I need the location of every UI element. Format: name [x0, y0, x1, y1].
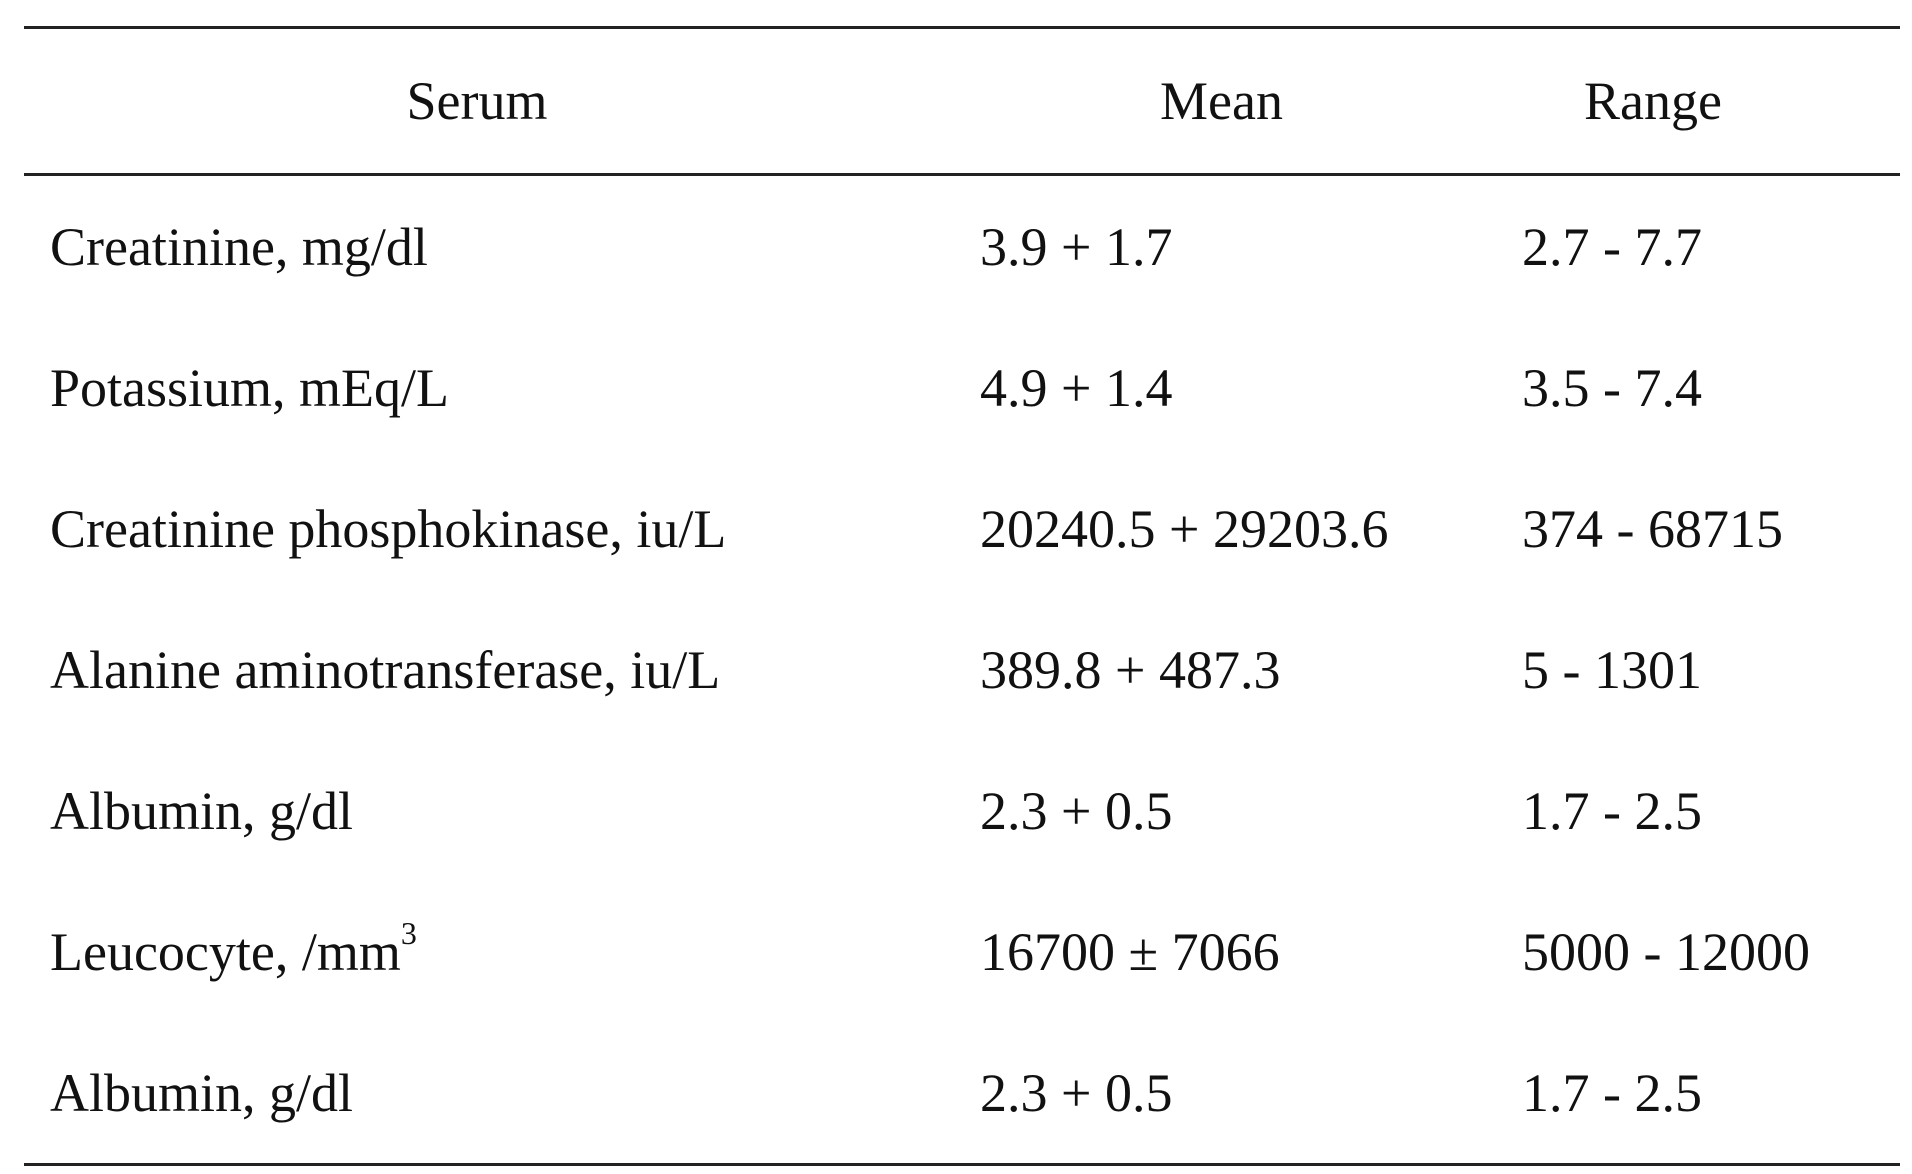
serum-label: Leucocyte, /mm	[50, 921, 401, 982]
serum-cell: Potassium, mEq/L	[24, 317, 930, 458]
table-header: Serum Mean Range	[24, 26, 1900, 176]
table-row: Albumin, g/dl 2.3 + 0.5 1.7 - 2.5	[24, 740, 1900, 881]
serum-label: Albumin, g/dl	[50, 780, 354, 841]
header-range: Range	[1496, 26, 1900, 176]
range-cell: 5 - 1301	[1522, 639, 1702, 700]
serum-cell: Creatinine phosphokinase, iu/L	[24, 458, 930, 599]
mean-cell: 4.9 + 1.4	[980, 357, 1173, 418]
range-cell: 2.7 - 7.7	[1522, 216, 1702, 277]
serum-cell: Creatinine, mg/dl	[24, 175, 930, 318]
range-cell: 1.7 - 2.5	[1496, 1022, 1900, 1166]
serum-cell: Leucocyte, /mm3	[24, 881, 930, 1022]
header-row: Serum Mean Range	[24, 26, 1900, 176]
range-cell: 374 - 68715	[1522, 498, 1783, 559]
serum-cell: Alanine aminotransferase, iu/L	[24, 599, 930, 740]
serum-table: Serum Mean Range Creatinine, mg/dl 3.9 +…	[24, 26, 1900, 1166]
table-row: Alanine aminotransferase, iu/L 389.8 + 4…	[24, 599, 1900, 740]
serum-label: Creatinine phosphokinase, iu/L	[50, 498, 727, 559]
mean-cell: 389.8 + 487.3	[980, 639, 1281, 700]
table-body: Creatinine, mg/dl 3.9 + 1.7 2.7 - 7.7 Po…	[24, 175, 1900, 1166]
serum-superscript: 3	[400, 914, 417, 951]
table-row: Creatinine, mg/dl 3.9 + 1.7 2.7 - 7.7	[24, 175, 1900, 318]
serum-cell: Albumin, g/dl	[24, 1022, 930, 1166]
table-row: Creatinine phosphokinase, iu/L 20240.5 +…	[24, 458, 1900, 599]
mean-cell: 2.3 + 0.5	[930, 1022, 1496, 1166]
header-mean: Mean	[930, 26, 1496, 176]
mean-cell: 20240.5 + 29203.6	[980, 498, 1389, 559]
serum-label: Potassium, mEq/L	[50, 357, 450, 418]
serum-label: Alanine aminotransferase, iu/L	[50, 639, 721, 700]
range-cell: 1.7 - 2.5	[1522, 780, 1702, 841]
range-cell: 5000 - 12000	[1522, 921, 1810, 982]
table-row: Leucocyte, /mm3 16700 ± 7066 5000 - 1200…	[24, 881, 1900, 1022]
mean-cell: 3.9 + 1.7	[980, 216, 1173, 277]
header-serum: Serum	[24, 26, 930, 176]
serum-cell: Albumin, g/dl	[24, 740, 930, 881]
mean-cell: 16700 ± 7066	[980, 921, 1280, 982]
mean-cell: 2.3 + 0.5	[980, 780, 1173, 841]
table-row: Albumin, g/dl 2.3 + 0.5 1.7 - 2.5	[24, 1022, 1900, 1166]
serum-table-container: Serum Mean Range Creatinine, mg/dl 3.9 +…	[24, 26, 1900, 1166]
table-row: Potassium, mEq/L 4.9 + 1.4 3.5 - 7.4	[24, 317, 1900, 458]
range-cell: 3.5 - 7.4	[1522, 357, 1702, 418]
serum-label: Creatinine, mg/dl	[50, 216, 428, 277]
serum-label: Albumin, g/dl	[50, 1062, 354, 1123]
